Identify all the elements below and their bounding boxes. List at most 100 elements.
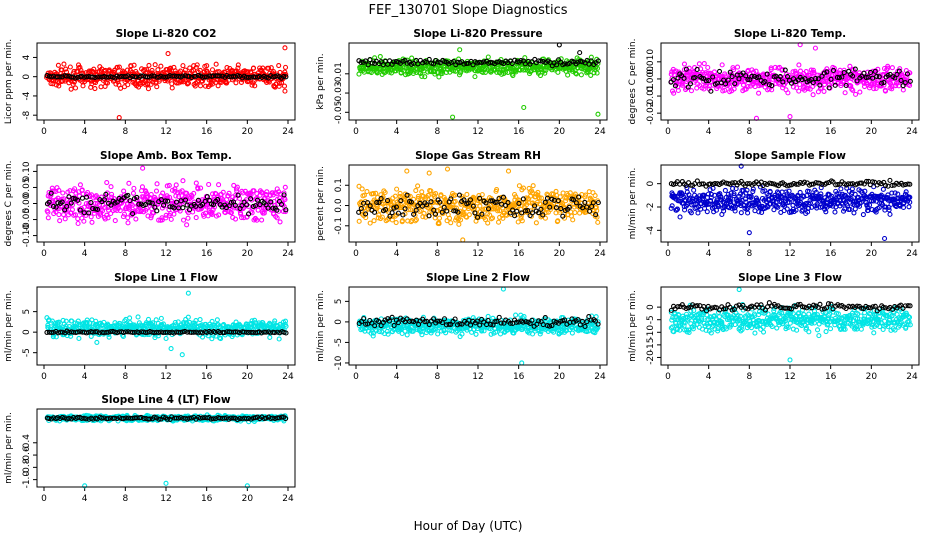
data-point bbox=[364, 189, 370, 195]
data-point bbox=[579, 59, 585, 65]
data-point bbox=[90, 74, 96, 80]
series-diagnostic bbox=[44, 290, 289, 358]
data-point-outlier bbox=[505, 168, 512, 174]
panel-title: Slope Line 2 Flow bbox=[426, 272, 530, 284]
panel-title: Slope Amb. Box Temp. bbox=[100, 150, 232, 162]
data-point bbox=[153, 79, 159, 85]
data-point bbox=[738, 210, 744, 216]
data-point-outlier bbox=[185, 290, 191, 296]
data-point bbox=[510, 73, 516, 79]
data-point bbox=[373, 58, 379, 64]
y-tick-label: 0.0 bbox=[334, 198, 344, 213]
x-tick-label: 24 bbox=[282, 127, 294, 137]
data-point bbox=[880, 186, 886, 192]
x-tick-label: 12 bbox=[472, 249, 483, 259]
data-point bbox=[197, 317, 203, 323]
data-point bbox=[276, 336, 282, 342]
y-tick-label: 0 bbox=[334, 319, 344, 325]
data-point bbox=[185, 80, 192, 86]
data-point bbox=[419, 73, 425, 79]
data-point bbox=[252, 83, 258, 89]
data-point bbox=[573, 71, 579, 77]
y-tick-label: -0.05 bbox=[334, 101, 344, 124]
data-point bbox=[889, 65, 895, 71]
data-point-outlier bbox=[140, 165, 146, 171]
data-point bbox=[688, 88, 695, 94]
x-tick-label: 20 bbox=[554, 127, 566, 137]
figure-title: FEF_130701 Slope Diagnostics bbox=[368, 3, 567, 18]
series-diagnostic bbox=[356, 166, 601, 243]
data-point bbox=[45, 215, 51, 221]
data-point bbox=[267, 334, 273, 340]
data-point bbox=[562, 61, 568, 67]
data-point bbox=[149, 67, 155, 73]
data-point bbox=[172, 68, 178, 74]
data-point bbox=[243, 69, 249, 75]
data-point bbox=[756, 90, 762, 96]
data-point bbox=[180, 205, 186, 211]
data-point bbox=[464, 191, 470, 198]
data-point bbox=[103, 74, 109, 80]
data-point bbox=[202, 74, 208, 80]
data-point bbox=[193, 64, 199, 70]
data-point bbox=[719, 62, 725, 68]
x-tick-label: 8 bbox=[434, 249, 440, 259]
data-point bbox=[75, 220, 81, 227]
x-tick-label: 20 bbox=[866, 249, 878, 259]
x-tick-label: 24 bbox=[282, 249, 294, 259]
data-point bbox=[186, 73, 192, 79]
data-point bbox=[270, 69, 277, 75]
data-point-outlier bbox=[577, 50, 583, 56]
data-point bbox=[268, 65, 274, 71]
data-point-outlier bbox=[521, 104, 527, 111]
data-point bbox=[281, 83, 288, 89]
data-point bbox=[131, 185, 137, 191]
data-point bbox=[358, 59, 364, 65]
x-tick-label: 0 bbox=[41, 127, 47, 137]
data-point bbox=[91, 66, 97, 72]
x-tick-label: 24 bbox=[906, 127, 918, 137]
series-diagnostic bbox=[356, 47, 601, 120]
x-tick-label: 4 bbox=[82, 249, 88, 259]
data-point bbox=[59, 74, 65, 80]
data-point-outlier bbox=[556, 42, 562, 48]
panel-y-axis-label: percent per min. bbox=[316, 166, 326, 241]
data-point bbox=[417, 57, 423, 63]
data-point bbox=[860, 212, 866, 218]
y-tick-label: -0.03 bbox=[334, 81, 344, 104]
data-point bbox=[857, 89, 863, 95]
data-point bbox=[592, 192, 598, 199]
data-point bbox=[125, 82, 131, 88]
data-point bbox=[163, 74, 169, 80]
x-tick-label: 24 bbox=[594, 249, 606, 259]
panel-title: Slope Li-820 Pressure bbox=[413, 28, 542, 40]
data-point bbox=[72, 85, 79, 91]
x-tick-label: 24 bbox=[594, 372, 606, 382]
data-point bbox=[57, 218, 63, 224]
data-point bbox=[104, 80, 111, 86]
x-tick-label: 20 bbox=[554, 372, 566, 382]
data-point bbox=[450, 68, 456, 74]
data-point bbox=[140, 73, 146, 79]
data-point bbox=[238, 79, 245, 85]
data-point bbox=[705, 64, 711, 71]
data-point bbox=[245, 74, 251, 80]
data-point bbox=[368, 69, 374, 76]
data-point bbox=[145, 316, 152, 323]
data-point bbox=[409, 55, 415, 61]
data-point bbox=[124, 67, 131, 73]
x-tick-label: 16 bbox=[201, 127, 213, 137]
x-tick-label: 8 bbox=[122, 249, 128, 259]
data-point bbox=[128, 63, 134, 69]
data-point bbox=[215, 83, 221, 89]
data-point bbox=[154, 84, 160, 90]
x-tick-label: 4 bbox=[706, 249, 712, 259]
panel-title: Slope Line 1 Flow bbox=[114, 272, 218, 284]
data-point bbox=[180, 63, 186, 69]
panel-y-axis-label: ml/min per min. bbox=[628, 168, 638, 240]
x-tick-label: 12 bbox=[784, 249, 795, 259]
data-point bbox=[184, 81, 191, 87]
data-point bbox=[80, 83, 86, 89]
